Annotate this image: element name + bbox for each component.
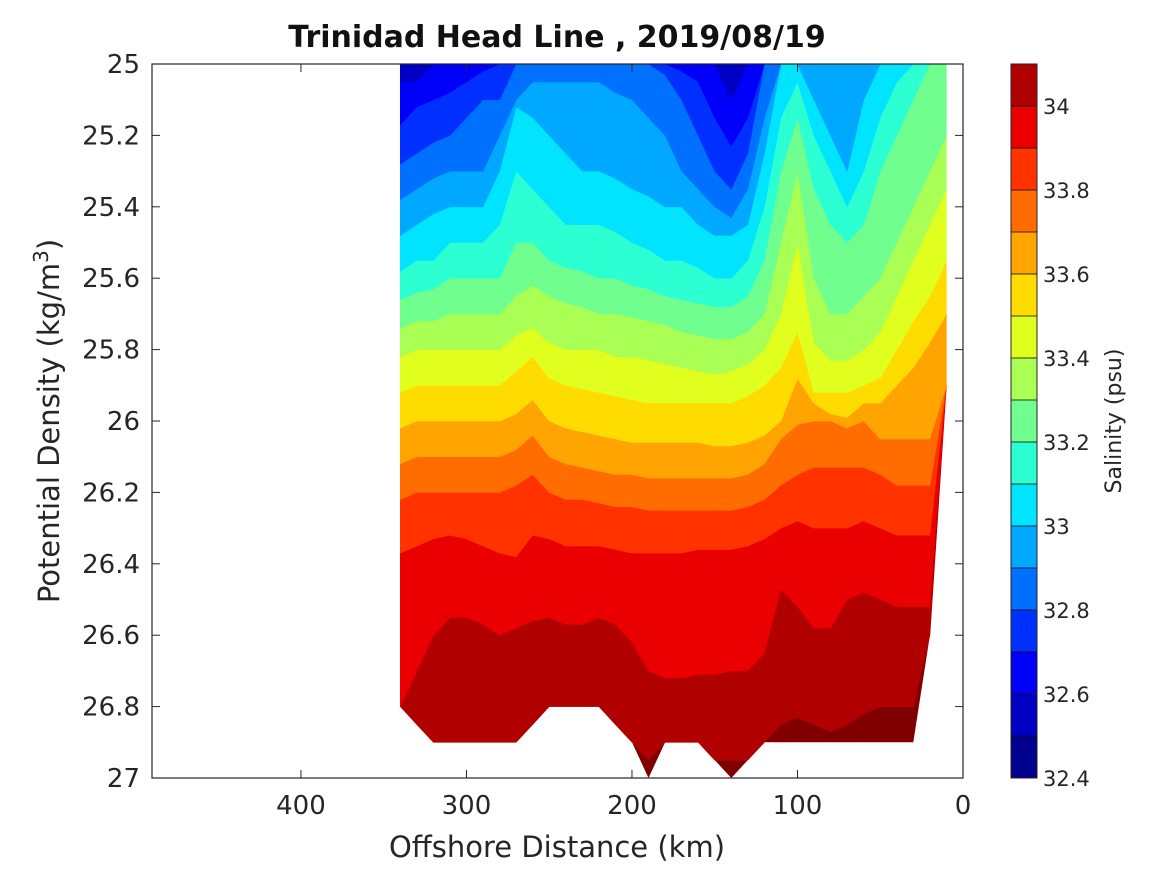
colorbar-swatch-33.7	[1010, 189, 1038, 233]
y-tick-label: 26.6	[82, 621, 140, 651]
colorbar-swatch-33.1	[1010, 441, 1038, 485]
plot-area: 400 300 200 100 0 25 25.2 25.4 25.6 25.8 26 26.2 26…	[82, 50, 971, 821]
y-axis-ticks: 25 25.2 25.4 25.6 25.8 26 26.2 26.4 26.6 26.8 27	[82, 50, 963, 794]
contour-band-32.9	[399, 64, 947, 218]
colorbar-tick-label: 33.4	[1043, 347, 1090, 371]
colorbar-tick-label: 32.6	[1043, 683, 1090, 707]
y-axis-label: Potential Density (kg/m3)	[29, 239, 66, 603]
x-tick-label: 200	[607, 791, 657, 821]
colorbar-swatch-33.5	[1010, 273, 1038, 317]
chart-title: Trinidad Head Line , 2019/08/19	[288, 20, 825, 55]
colorbar-swatch-32.9	[1010, 525, 1038, 569]
colorbar-swatch-32.7	[1010, 609, 1038, 653]
colorbar-frame	[1010, 63, 1038, 779]
x-tick-label: 100	[773, 791, 823, 821]
colorbar-tick-label: 33.8	[1043, 179, 1090, 203]
y-tick-label: 25.8	[82, 336, 140, 366]
colorbar-tick-label: 33.2	[1043, 431, 1090, 455]
colorbar-label: Salinity (psu)	[1102, 349, 1127, 494]
y-tick-label: 25.4	[82, 193, 140, 223]
y-tick-label: 26.8	[82, 693, 140, 723]
colorbar-swatch-32.6	[1010, 651, 1038, 695]
salinity-contours	[399, 64, 947, 778]
colorbar-tick-label: 33	[1043, 515, 1070, 539]
colorbar-swatch-33.8	[1010, 147, 1038, 191]
y-tick-label: 25.2	[82, 121, 140, 151]
colorbar: 32.4 32.6 32.8 33 33.2 33.4 33.6 33.8 34	[1010, 63, 1090, 791]
colorbar-tick-label: 32.8	[1043, 599, 1090, 623]
y-tick-label: 27	[107, 764, 140, 794]
colorbar-swatch-33.9	[1010, 105, 1038, 149]
colorbar-swatch-32.5	[1010, 693, 1038, 737]
x-axis-ticks: 400 300 200 100 0	[276, 64, 971, 821]
colorbar-swatch-33	[1010, 483, 1038, 527]
y-axis-label-sup: 3	[29, 250, 53, 263]
colorbar-swatch-33.3	[1010, 357, 1038, 401]
y-axis-label-main: Potential Density (kg/m	[32, 263, 66, 603]
colorbar-swatch-32.8	[1010, 567, 1038, 611]
y-axis-label-close: )	[32, 239, 66, 250]
y-tick-label: 26.4	[82, 550, 140, 580]
colorbar-swatch-32.4	[1010, 735, 1038, 779]
x-tick-label: 400	[276, 791, 326, 821]
contour-band-32.7	[399, 64, 947, 147]
x-axis-label: Offshore Distance (km)	[389, 830, 725, 864]
y-tick-label: 26	[107, 407, 140, 437]
y-tick-label: 25.6	[82, 264, 140, 294]
x-tick-label: 0	[955, 791, 972, 821]
colorbar-tick-label: 34	[1043, 95, 1070, 119]
colorbar-swatch-34	[1010, 63, 1038, 107]
colorbar-swatch-33.6	[1010, 231, 1038, 275]
colorbar-swatch-33.4	[1010, 315, 1038, 359]
y-tick-label: 26.2	[82, 478, 140, 508]
x-tick-label: 300	[442, 791, 492, 821]
colorbar-tick-label: 33.6	[1043, 263, 1090, 287]
colorbar-swatch-33.2	[1010, 399, 1038, 443]
y-tick-label: 25	[107, 50, 140, 80]
contour-band-deep	[400, 385, 947, 778]
colorbar-tick-label: 32.4	[1043, 767, 1090, 791]
